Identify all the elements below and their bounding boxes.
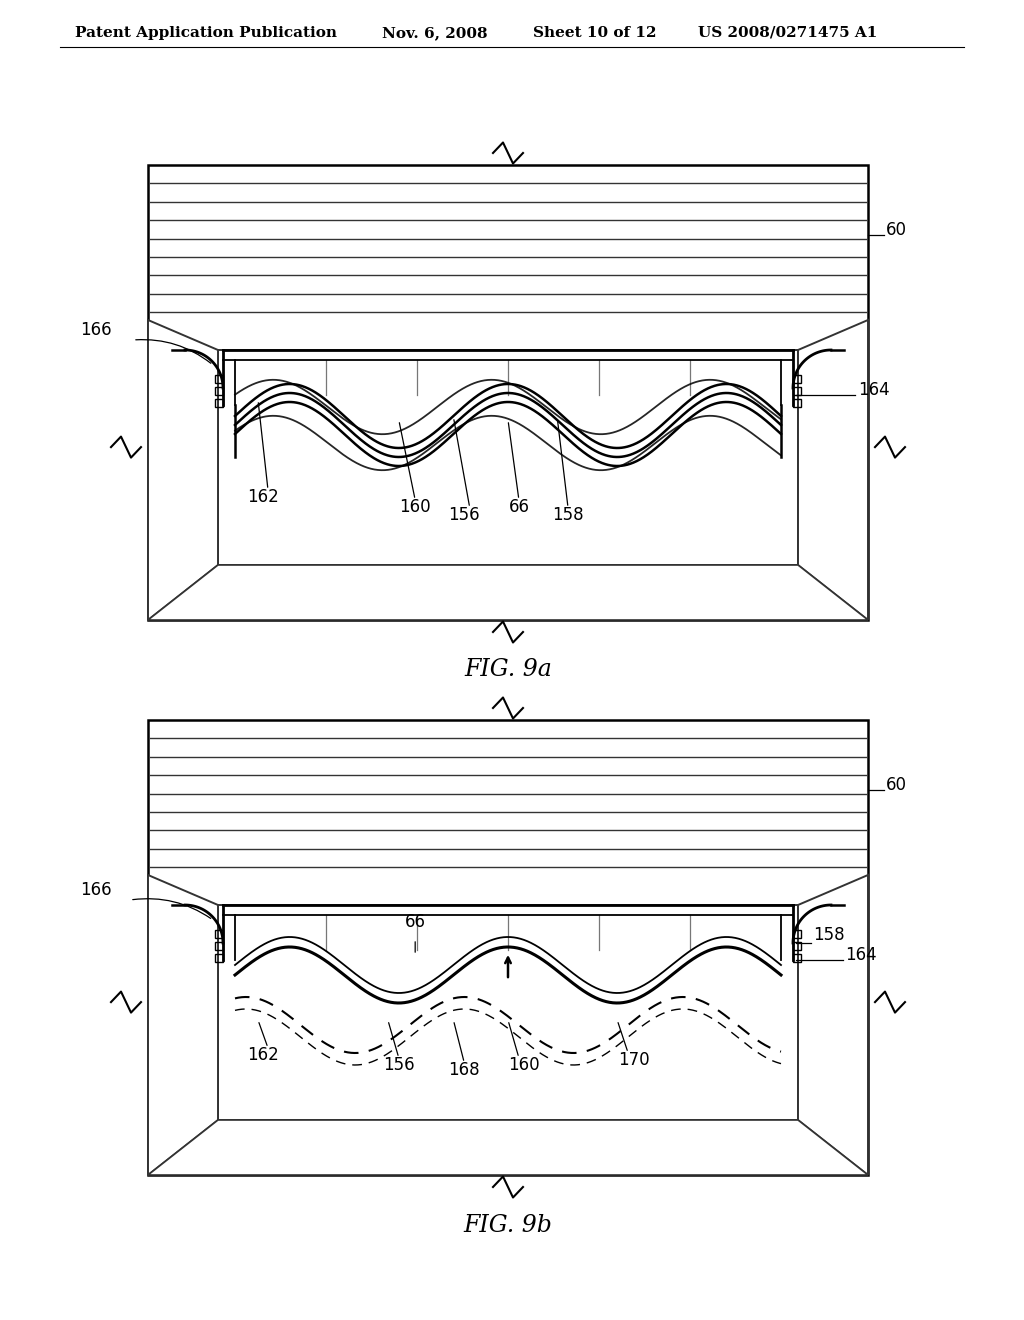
Bar (793, 375, 801, 383)
Text: 60: 60 (886, 776, 907, 793)
Text: Nov. 6, 2008: Nov. 6, 2008 (382, 26, 487, 40)
Polygon shape (148, 319, 218, 620)
Polygon shape (798, 319, 868, 620)
Bar (793, 954, 801, 962)
Bar (215, 387, 223, 395)
Polygon shape (148, 565, 868, 620)
Bar (215, 399, 223, 407)
Text: Patent Application Publication: Patent Application Publication (75, 26, 337, 40)
Bar (148, 165, 868, 620)
Polygon shape (798, 875, 868, 1175)
Text: 166: 166 (80, 321, 112, 339)
Text: 156: 156 (449, 506, 480, 524)
Text: 160: 160 (399, 498, 431, 516)
Bar (215, 954, 223, 962)
Text: 170: 170 (617, 1051, 649, 1069)
Bar (793, 399, 801, 407)
Bar (793, 931, 801, 939)
Bar (215, 931, 223, 939)
Text: 166: 166 (80, 880, 112, 899)
Bar (218, 906, 798, 1119)
Bar (218, 350, 798, 565)
Bar (148, 719, 868, 1175)
Bar (215, 942, 223, 950)
Text: FIG. 9a: FIG. 9a (464, 659, 552, 681)
Polygon shape (148, 1119, 868, 1175)
Text: 162: 162 (247, 1045, 279, 1064)
Text: 66: 66 (404, 913, 426, 931)
Text: 66: 66 (509, 498, 529, 516)
Text: 158: 158 (813, 927, 845, 944)
Text: 168: 168 (449, 1061, 480, 1078)
Polygon shape (148, 875, 218, 1175)
Bar (793, 387, 801, 395)
Text: 160: 160 (509, 1056, 541, 1074)
Text: 158: 158 (552, 506, 584, 524)
Text: US 2008/0271475 A1: US 2008/0271475 A1 (698, 26, 878, 40)
Bar (793, 942, 801, 950)
Text: 156: 156 (383, 1056, 415, 1074)
Text: 60: 60 (886, 220, 907, 239)
Text: 164: 164 (858, 381, 890, 399)
Text: 164: 164 (845, 946, 877, 964)
Bar (215, 375, 223, 383)
Text: FIG. 9b: FIG. 9b (464, 1213, 552, 1237)
Text: 162: 162 (247, 488, 279, 506)
Text: Sheet 10 of 12: Sheet 10 of 12 (534, 26, 656, 40)
